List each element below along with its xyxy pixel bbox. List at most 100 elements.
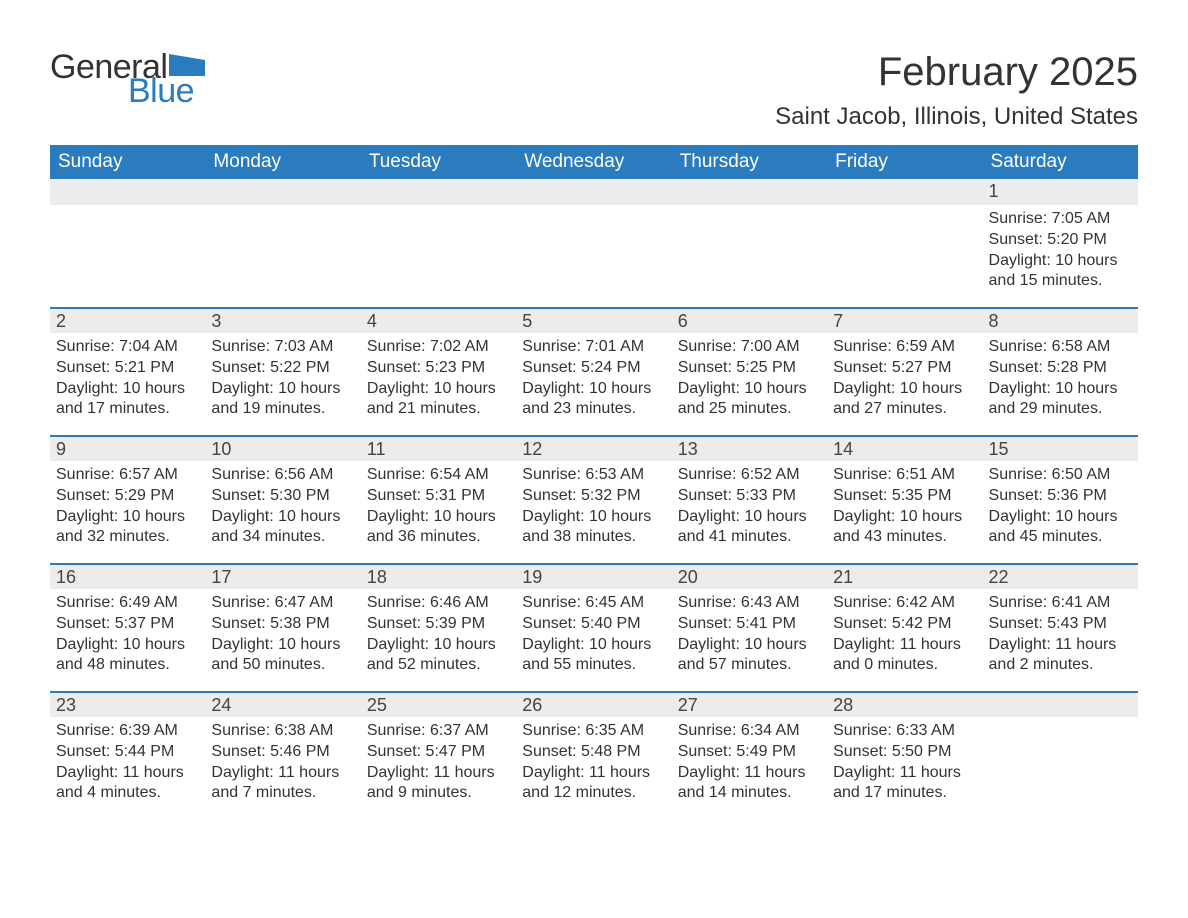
weekday-row: SundayMondayTuesdayWednesdayThursdayFrid… xyxy=(50,145,1138,179)
day-content: Sunrise: 6:33 AMSunset: 5:50 PMDaylight:… xyxy=(827,717,982,812)
sunrise-line: Sunrise: 6:56 AM xyxy=(211,465,354,486)
sunset-line: Sunset: 5:30 PM xyxy=(211,486,354,507)
daylight-line: Daylight: 10 hours and 15 minutes. xyxy=(989,251,1132,293)
sunset-line: Sunset: 5:47 PM xyxy=(367,742,510,763)
daylight-line: Daylight: 11 hours and 17 minutes. xyxy=(833,763,976,805)
calendar-cell: 17Sunrise: 6:47 AMSunset: 5:38 PMDayligh… xyxy=(205,563,360,691)
daylight-line: Daylight: 10 hours and 36 minutes. xyxy=(367,507,510,549)
sunrise-line: Sunrise: 7:02 AM xyxy=(367,337,510,358)
sunset-line: Sunset: 5:29 PM xyxy=(56,486,199,507)
daylight-line: Daylight: 10 hours and 23 minutes. xyxy=(522,379,665,421)
day-content: Sunrise: 6:39 AMSunset: 5:44 PMDaylight:… xyxy=(50,717,205,812)
calendar-cell: 5Sunrise: 7:01 AMSunset: 5:24 PMDaylight… xyxy=(516,307,671,435)
daylight-line: Daylight: 10 hours and 32 minutes. xyxy=(56,507,199,549)
day-content xyxy=(983,717,1138,729)
day-content: Sunrise: 6:58 AMSunset: 5:28 PMDaylight:… xyxy=(983,333,1138,428)
weekday-header: Sunday xyxy=(50,145,205,179)
calendar-header: SundayMondayTuesdayWednesdayThursdayFrid… xyxy=(50,145,1138,179)
daylight-line: Daylight: 10 hours and 45 minutes. xyxy=(989,507,1132,549)
month-title: February 2025 xyxy=(775,50,1138,95)
sunset-line: Sunset: 5:28 PM xyxy=(989,358,1132,379)
daylight-line: Daylight: 10 hours and 43 minutes. xyxy=(833,507,976,549)
calendar-cell: 1Sunrise: 7:05 AMSunset: 5:20 PMDaylight… xyxy=(983,179,1138,307)
calendar-cell: 8Sunrise: 6:58 AMSunset: 5:28 PMDaylight… xyxy=(983,307,1138,435)
day-content: Sunrise: 6:35 AMSunset: 5:48 PMDaylight:… xyxy=(516,717,671,812)
calendar-cell: 15Sunrise: 6:50 AMSunset: 5:36 PMDayligh… xyxy=(983,435,1138,563)
sunset-line: Sunset: 5:24 PM xyxy=(522,358,665,379)
sunrise-line: Sunrise: 7:03 AM xyxy=(211,337,354,358)
daylight-line: Daylight: 10 hours and 38 minutes. xyxy=(522,507,665,549)
sunset-line: Sunset: 5:21 PM xyxy=(56,358,199,379)
sunrise-line: Sunrise: 7:04 AM xyxy=(56,337,199,358)
calendar-cell: 16Sunrise: 6:49 AMSunset: 5:37 PMDayligh… xyxy=(50,563,205,691)
sunrise-line: Sunrise: 6:33 AM xyxy=(833,721,976,742)
day-content xyxy=(672,205,827,217)
day-number: 4 xyxy=(361,307,516,333)
day-content: Sunrise: 6:42 AMSunset: 5:42 PMDaylight:… xyxy=(827,589,982,684)
day-number: 24 xyxy=(205,691,360,717)
calendar-cell: 25Sunrise: 6:37 AMSunset: 5:47 PMDayligh… xyxy=(361,691,516,819)
daylight-line: Daylight: 11 hours and 0 minutes. xyxy=(833,635,976,677)
calendar-cell: 14Sunrise: 6:51 AMSunset: 5:35 PMDayligh… xyxy=(827,435,982,563)
day-content: Sunrise: 6:53 AMSunset: 5:32 PMDaylight:… xyxy=(516,461,671,556)
sunrise-line: Sunrise: 6:57 AM xyxy=(56,465,199,486)
day-content xyxy=(205,205,360,217)
calendar-cell: 4Sunrise: 7:02 AMSunset: 5:23 PMDaylight… xyxy=(361,307,516,435)
daylight-line: Daylight: 10 hours and 50 minutes. xyxy=(211,635,354,677)
day-number: 20 xyxy=(672,563,827,589)
day-number: 12 xyxy=(516,435,671,461)
sunrise-line: Sunrise: 6:46 AM xyxy=(367,593,510,614)
daylight-line: Daylight: 10 hours and 17 minutes. xyxy=(56,379,199,421)
sunset-line: Sunset: 5:33 PM xyxy=(678,486,821,507)
day-number: 21 xyxy=(827,563,982,589)
sunrise-line: Sunrise: 6:54 AM xyxy=(367,465,510,486)
calendar-cell: 21Sunrise: 6:42 AMSunset: 5:42 PMDayligh… xyxy=(827,563,982,691)
sunset-line: Sunset: 5:32 PM xyxy=(522,486,665,507)
sunset-line: Sunset: 5:38 PM xyxy=(211,614,354,635)
calendar-cell: 12Sunrise: 6:53 AMSunset: 5:32 PMDayligh… xyxy=(516,435,671,563)
sunset-line: Sunset: 5:48 PM xyxy=(522,742,665,763)
day-content: Sunrise: 7:01 AMSunset: 5:24 PMDaylight:… xyxy=(516,333,671,428)
day-number: 13 xyxy=(672,435,827,461)
calendar-cell: 24Sunrise: 6:38 AMSunset: 5:46 PMDayligh… xyxy=(205,691,360,819)
sunset-line: Sunset: 5:25 PM xyxy=(678,358,821,379)
daylight-line: Daylight: 11 hours and 4 minutes. xyxy=(56,763,199,805)
sunrise-line: Sunrise: 7:00 AM xyxy=(678,337,821,358)
day-content: Sunrise: 7:02 AMSunset: 5:23 PMDaylight:… xyxy=(361,333,516,428)
day-content: Sunrise: 6:47 AMSunset: 5:38 PMDaylight:… xyxy=(205,589,360,684)
sunset-line: Sunset: 5:27 PM xyxy=(833,358,976,379)
calendar-cell: 26Sunrise: 6:35 AMSunset: 5:48 PMDayligh… xyxy=(516,691,671,819)
sunset-line: Sunset: 5:46 PM xyxy=(211,742,354,763)
calendar-cell: 3Sunrise: 7:03 AMSunset: 5:22 PMDaylight… xyxy=(205,307,360,435)
daylight-line: Daylight: 10 hours and 19 minutes. xyxy=(211,379,354,421)
weekday-header: Friday xyxy=(827,145,982,179)
sunset-line: Sunset: 5:42 PM xyxy=(833,614,976,635)
sunrise-line: Sunrise: 6:51 AM xyxy=(833,465,976,486)
day-content: Sunrise: 7:03 AMSunset: 5:22 PMDaylight:… xyxy=(205,333,360,428)
calendar-cell: 7Sunrise: 6:59 AMSunset: 5:27 PMDaylight… xyxy=(827,307,982,435)
sunset-line: Sunset: 5:43 PM xyxy=(989,614,1132,635)
logo-text-blue: Blue xyxy=(128,74,205,108)
calendar-cell: 9Sunrise: 6:57 AMSunset: 5:29 PMDaylight… xyxy=(50,435,205,563)
day-number: 7 xyxy=(827,307,982,333)
day-content: Sunrise: 6:57 AMSunset: 5:29 PMDaylight:… xyxy=(50,461,205,556)
sunset-line: Sunset: 5:41 PM xyxy=(678,614,821,635)
day-number: 28 xyxy=(827,691,982,717)
day-number xyxy=(361,179,516,205)
day-number: 26 xyxy=(516,691,671,717)
calendar-cell: 23Sunrise: 6:39 AMSunset: 5:44 PMDayligh… xyxy=(50,691,205,819)
sunrise-line: Sunrise: 6:41 AM xyxy=(989,593,1132,614)
calendar-body: 1Sunrise: 7:05 AMSunset: 5:20 PMDaylight… xyxy=(50,179,1138,819)
day-content: Sunrise: 6:38 AMSunset: 5:46 PMDaylight:… xyxy=(205,717,360,812)
daylight-line: Daylight: 10 hours and 55 minutes. xyxy=(522,635,665,677)
weekday-header: Monday xyxy=(205,145,360,179)
sunset-line: Sunset: 5:50 PM xyxy=(833,742,976,763)
calendar-cell: 2Sunrise: 7:04 AMSunset: 5:21 PMDaylight… xyxy=(50,307,205,435)
day-content: Sunrise: 6:56 AMSunset: 5:30 PMDaylight:… xyxy=(205,461,360,556)
calendar-week-row: 1Sunrise: 7:05 AMSunset: 5:20 PMDaylight… xyxy=(50,179,1138,307)
calendar-cell xyxy=(672,179,827,307)
daylight-line: Daylight: 10 hours and 21 minutes. xyxy=(367,379,510,421)
sunrise-line: Sunrise: 6:52 AM xyxy=(678,465,821,486)
day-content: Sunrise: 6:59 AMSunset: 5:27 PMDaylight:… xyxy=(827,333,982,428)
day-number xyxy=(672,179,827,205)
